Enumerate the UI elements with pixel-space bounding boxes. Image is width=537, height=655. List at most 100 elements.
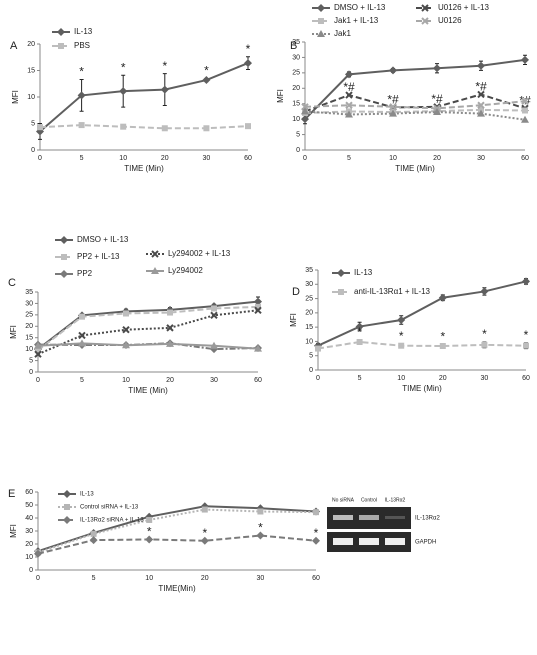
y-axis-label: MFI — [11, 90, 20, 104]
legend-label: U0126 + IL-13 — [438, 3, 489, 12]
legend-label: Ly294002 + IL-13 — [168, 249, 231, 258]
x-tick-label: 20 — [166, 377, 174, 384]
y-axis-label: MFI — [289, 313, 298, 327]
legend-marker — [338, 289, 344, 295]
y-axis-label: MFI — [9, 524, 18, 538]
marker — [433, 64, 441, 73]
y-tick-label: 25 — [305, 295, 313, 302]
panel-label: B — [290, 40, 297, 52]
marker — [254, 297, 262, 306]
legend-marker — [60, 236, 68, 244]
series-line — [39, 124, 249, 130]
y-tick-label: 5 — [29, 357, 33, 364]
marker — [37, 124, 43, 131]
significance-label: * — [121, 60, 126, 74]
marker — [166, 324, 174, 332]
marker — [523, 342, 529, 349]
lane-label: IL-13Rα2 — [385, 497, 406, 503]
marker — [256, 531, 265, 540]
marker — [203, 125, 210, 132]
legend-marker — [421, 4, 429, 12]
legend-label: IL-13Rα2 siRNA + IL-13 — [80, 518, 144, 524]
marker — [210, 311, 218, 320]
marker — [439, 343, 446, 349]
marker — [355, 322, 364, 331]
significance-label: * — [162, 59, 167, 73]
y-tick-label: 15 — [25, 335, 33, 342]
marker — [477, 61, 485, 70]
y-tick-label: 5 — [296, 131, 300, 138]
x-axis-label: TIME (Min) — [395, 164, 435, 173]
marker — [120, 123, 127, 130]
marker — [477, 109, 485, 117]
y-axis-label: MFI — [9, 325, 18, 339]
significance-label: * — [202, 526, 207, 540]
marker — [78, 331, 86, 340]
x-tick-label: 0 — [303, 155, 307, 162]
marker — [522, 107, 528, 114]
legend-marker — [58, 43, 64, 49]
gel: No siRNA Control IL-13Rα2 IL-13Rα2 GAPDH — [327, 497, 440, 552]
series-line — [304, 108, 526, 114]
lane-label: Control — [361, 497, 377, 503]
x-tick-label: 10 — [389, 155, 397, 162]
marker — [35, 347, 41, 354]
x-tick-label: 5 — [347, 155, 351, 162]
series-line — [317, 340, 527, 350]
y-tick-label: 35 — [305, 267, 313, 274]
legend-marker — [318, 18, 324, 24]
y-axis-label: MFI — [276, 89, 285, 103]
y-tick-label: 10 — [27, 94, 35, 101]
y-tick-label: 0 — [29, 567, 33, 574]
gel-band — [385, 538, 405, 545]
panel: A 0 5 10 15 20 0 5 10 20 30 60 TIME (Min) MFI * * * * * IL-… — [10, 27, 252, 173]
marker — [315, 345, 321, 352]
marker — [433, 108, 441, 116]
legend-marker — [421, 17, 429, 25]
x-tick-label: 60 — [521, 155, 529, 162]
x-tick-label: 30 — [477, 155, 485, 162]
panel: D 0 5 10 15 20 25 30 35 0 5 10 20 30 60 TIME (Min) MFI IL… — [289, 267, 530, 393]
marker — [345, 91, 353, 99]
gel-band — [359, 515, 379, 520]
y-tick-label: 20 — [305, 310, 313, 317]
marker — [521, 97, 529, 105]
legend-marker — [57, 28, 65, 36]
legend-label: U0126 — [438, 16, 462, 25]
marker — [301, 107, 309, 115]
lane-label: No siRNA — [332, 497, 355, 503]
y-tick-label: 20 — [292, 85, 300, 92]
panel: E 0 10 20 30 40 50 60 0 5 10 20 30 60 TIME(Min) MFI IL-1… — [8, 488, 320, 593]
panel-label: A — [10, 40, 18, 52]
panel-label: D — [292, 286, 300, 298]
marker — [301, 115, 309, 124]
series-line — [37, 534, 317, 555]
significance-label: * — [357, 325, 362, 339]
marker — [477, 90, 485, 99]
marker — [78, 122, 85, 129]
y-tick-label: 25 — [292, 70, 300, 77]
series-line — [304, 58, 526, 120]
marker — [78, 339, 86, 347]
y-tick-label: 5 — [31, 120, 35, 127]
series-line — [39, 62, 249, 133]
y-tick-label: 30 — [25, 528, 33, 535]
series-line — [317, 280, 527, 347]
legend-label: PP2 — [77, 269, 93, 278]
significance-label: * — [482, 327, 487, 341]
legend-label: IL-13 — [80, 492, 94, 498]
x-tick-label: 5 — [80, 377, 84, 384]
x-tick-label: 5 — [80, 155, 84, 162]
y-tick-label: 15 — [305, 324, 313, 331]
legend-marker — [151, 250, 159, 258]
marker — [166, 339, 174, 347]
series-line — [304, 100, 526, 110]
series-line — [37, 342, 259, 350]
legend-marker — [64, 504, 70, 510]
x-tick-label: 30 — [481, 375, 489, 382]
legend-marker — [60, 270, 68, 278]
legend-label: DMSO + IL-13 — [77, 235, 129, 244]
series-line — [37, 309, 259, 356]
legend-label: IL-13 — [74, 27, 93, 36]
